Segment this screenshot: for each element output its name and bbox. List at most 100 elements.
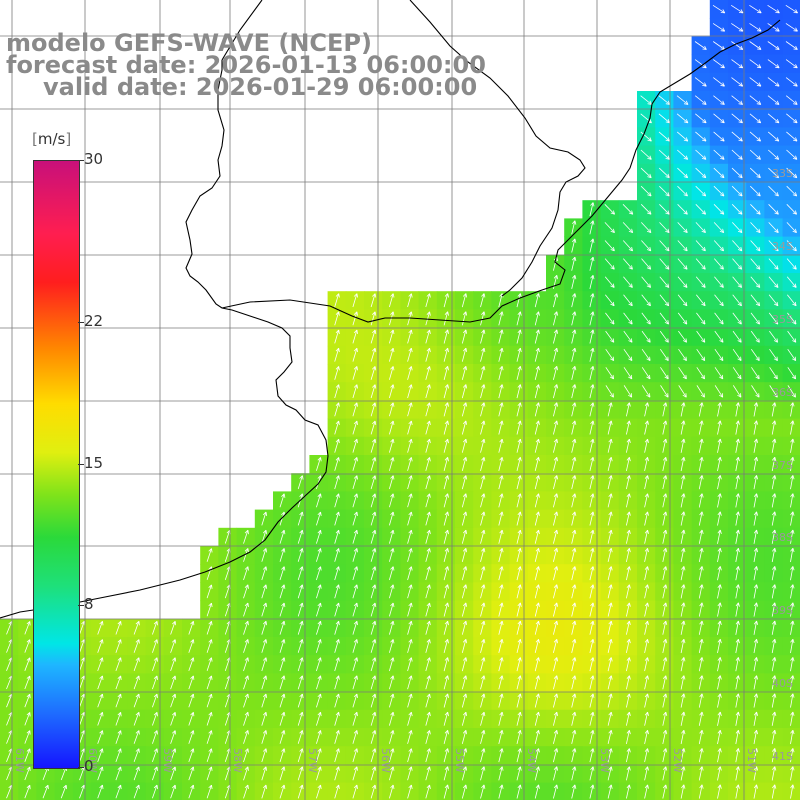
wind-arrow [660, 385, 669, 398]
wind-arrow [769, 385, 778, 398]
wind-arrow [767, 41, 780, 50]
wind-arrow [749, 149, 761, 160]
wind-arrow [767, 131, 780, 142]
wind-arrow [571, 238, 577, 253]
wind-vector-field [6, 4, 798, 799]
wind-arrow [768, 185, 779, 197]
wind-arrow [571, 256, 577, 271]
latitude-label: 36S [772, 386, 793, 399]
wind-arrow [785, 23, 798, 32]
wind-arrow [407, 329, 413, 344]
wind-arrow [659, 294, 670, 307]
wind-arrow [659, 348, 669, 361]
wind-arrow [659, 276, 670, 288]
wind-arrow [659, 185, 670, 197]
wind-arrow [498, 329, 504, 344]
wind-arrow [769, 330, 778, 343]
wind-arrow [571, 220, 577, 235]
wind-arrow [713, 167, 725, 179]
wind-arrow [785, 4, 798, 14]
wind-arrow [695, 258, 706, 270]
wind-arrow [750, 222, 761, 233]
wind-arrow [461, 384, 468, 399]
wind-speed-cell [782, 327, 800, 347]
wind-arrow [695, 131, 707, 142]
wind-arrow [786, 131, 798, 142]
wind-arrow [641, 276, 651, 288]
wind-arrow [334, 347, 340, 362]
wind-arrow [623, 385, 633, 398]
wind-arrow [713, 240, 724, 252]
wind-arrow [696, 385, 705, 398]
wind-speed-cell [782, 273, 800, 292]
wind-arrow [589, 293, 595, 308]
wind-arrow [677, 258, 688, 270]
wind-arrow [641, 258, 652, 270]
wind-arrow [676, 95, 689, 105]
wind-arrow [714, 348, 724, 361]
wind-arrow [750, 258, 761, 270]
wind-arrow [516, 311, 522, 326]
wind-arrow [732, 348, 742, 361]
wind-arrow [589, 202, 595, 217]
wind-arrow [659, 222, 670, 233]
latitude-label: 33S [772, 167, 793, 180]
wind-arrow [480, 384, 486, 399]
wind-arrow [443, 384, 449, 399]
wind-arrow [732, 276, 742, 288]
wind-arrow [425, 384, 431, 399]
wind-arrow [750, 276, 761, 288]
wind-arrow [605, 385, 614, 398]
wind-arrow [695, 149, 707, 160]
wind-arrow [713, 95, 725, 105]
wind-arrow [659, 204, 670, 215]
wind-arrow [571, 275, 577, 289]
wind-arrow [534, 329, 540, 344]
wind-speed-cell [782, 91, 800, 110]
wind-arrow [786, 149, 798, 160]
wind-arrow [389, 293, 395, 308]
wind-arrow [605, 330, 615, 343]
wind-arrow [731, 185, 743, 197]
wind-arrow [768, 312, 779, 325]
wind-arrow [786, 167, 798, 179]
wind-arrow [750, 312, 760, 325]
wind-arrow [786, 294, 797, 307]
wind-arrow [571, 329, 577, 344]
wind-arrow [694, 77, 707, 87]
wind-arrow [334, 384, 340, 399]
longitude-label: 55W [453, 748, 466, 773]
wind-arrow [677, 276, 688, 288]
wind-arrow [571, 347, 577, 362]
wind-arrow [640, 204, 652, 215]
wind-arrow [712, 23, 726, 32]
wind-arrow [640, 95, 652, 105]
wind-arrow [370, 347, 377, 362]
wind-arrow [659, 240, 670, 252]
wind-arrow [407, 293, 413, 308]
longitude-label: 61W [13, 748, 26, 773]
wind-arrow [713, 258, 724, 270]
wind-arrow [732, 367, 742, 380]
wind-arrow [352, 366, 358, 380]
wind-arrow [425, 347, 431, 362]
wind-arrow [714, 367, 724, 380]
wind-arrow [498, 311, 504, 326]
longitude-label: 59W [161, 748, 174, 773]
wind-arrow [480, 329, 486, 344]
wind-speed-cell [782, 364, 800, 383]
wind-arrow [352, 311, 358, 326]
wind-arrow [641, 222, 652, 233]
wind-arrow [750, 330, 760, 343]
wind-arrow [407, 366, 413, 380]
wind-arrow [749, 167, 761, 179]
wind-arrow [787, 367, 796, 380]
wind-arrow [425, 293, 431, 308]
wind-arrow [658, 131, 670, 142]
wind-arrow [768, 204, 779, 215]
wind-arrow [443, 329, 449, 344]
wind-arrow [768, 258, 779, 270]
wind-arrow [786, 258, 797, 270]
